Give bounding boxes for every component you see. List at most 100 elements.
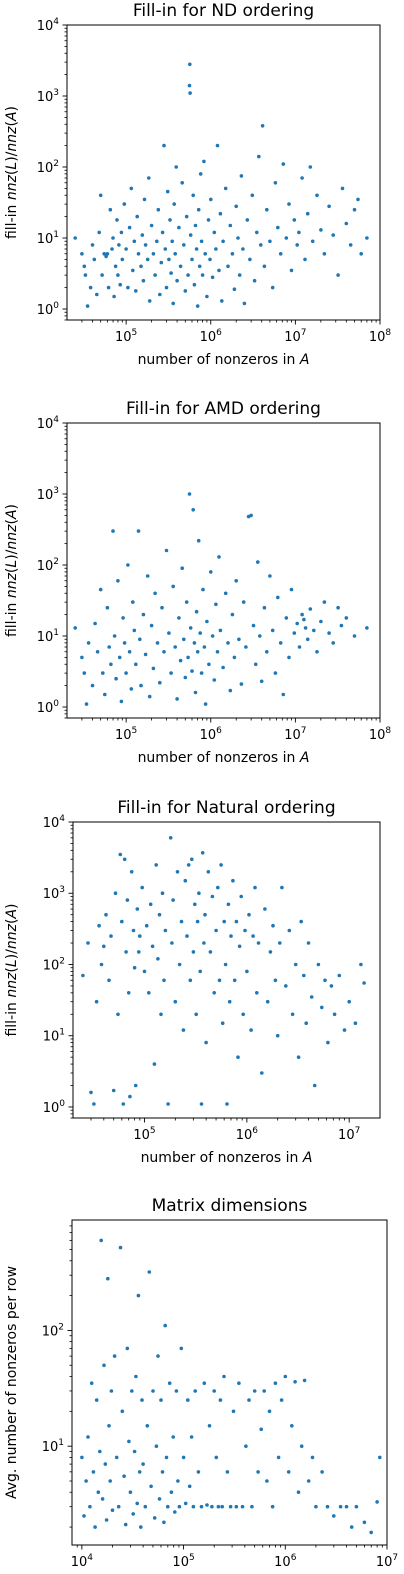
- data-point: [284, 236, 289, 240]
- data-point: [214, 928, 218, 933]
- data-point: [203, 252, 207, 256]
- data-point: [170, 941, 174, 945]
- data-point: [194, 1012, 198, 1017]
- data-point: [192, 641, 197, 645]
- data-point: [254, 991, 259, 995]
- data-point: [138, 934, 142, 938]
- x-tick-label: 108: [369, 328, 392, 345]
- data-point: [143, 243, 148, 247]
- x-axis-label: number of nonzeros in A: [138, 352, 310, 368]
- data-point: [221, 665, 225, 670]
- data-point: [172, 202, 176, 206]
- data-point: [203, 912, 207, 917]
- data-point: [169, 1490, 174, 1494]
- data-point: [145, 574, 150, 578]
- y-tick-label: 101: [37, 230, 59, 247]
- x-tick-label: 106: [200, 328, 223, 345]
- data-point: [369, 1530, 374, 1535]
- data-point: [220, 1504, 224, 1509]
- data-point: [141, 1462, 145, 1466]
- y-axis-label: fill-in nnz(L)/nnz(A): [4, 504, 20, 637]
- data-point: [223, 962, 228, 967]
- data-point: [319, 228, 323, 232]
- data-point: [253, 662, 258, 667]
- data-point: [289, 268, 294, 273]
- data-point: [245, 218, 250, 222]
- data-point: [118, 1245, 123, 1250]
- data-point: [208, 257, 212, 262]
- data-point: [129, 687, 134, 691]
- data-point: [234, 579, 238, 583]
- data-point: [362, 981, 366, 985]
- data-point: [122, 1474, 126, 1478]
- data-point: [120, 1409, 125, 1414]
- data-point: [141, 612, 146, 617]
- data-point: [162, 1520, 166, 1525]
- data-point: [319, 619, 323, 624]
- data-point: [175, 697, 179, 701]
- data-point: [222, 1374, 226, 1379]
- data-point: [365, 236, 369, 240]
- data-point: [196, 207, 201, 212]
- data-point: [109, 1389, 114, 1393]
- data-point: [262, 264, 267, 269]
- data-point: [190, 857, 194, 862]
- data-point: [322, 600, 327, 604]
- data-point: [176, 1479, 180, 1483]
- plot-frame: [71, 1219, 388, 1546]
- data-point: [271, 923, 275, 928]
- data-point: [165, 189, 170, 194]
- data-point: [300, 176, 304, 180]
- data-point: [337, 973, 342, 978]
- data-point: [208, 950, 213, 954]
- data-point: [265, 207, 269, 212]
- data-point: [116, 1012, 120, 1017]
- data-point: [98, 193, 103, 198]
- x-tick-label: 107: [338, 1126, 360, 1143]
- chart-title: Fill-in for ND ordering: [133, 1, 314, 21]
- data-point: [173, 999, 178, 1004]
- data-point: [217, 978, 222, 983]
- data-point: [109, 934, 113, 938]
- data-point: [113, 264, 118, 269]
- data-point: [247, 912, 251, 917]
- data-point: [232, 287, 237, 292]
- data-point: [256, 941, 261, 945]
- data-point: [273, 181, 278, 185]
- data-point: [120, 919, 124, 924]
- data-point: [98, 1449, 102, 1454]
- data-point: [239, 174, 244, 178]
- data-point: [202, 159, 206, 164]
- data-point: [131, 1512, 135, 1516]
- chart-title: Fill-in for Natural ordering: [117, 798, 335, 818]
- data-point: [164, 285, 169, 290]
- data-point: [273, 671, 278, 675]
- data-point: [241, 600, 246, 604]
- data-point: [241, 1012, 245, 1017]
- data-point: [110, 247, 114, 251]
- data-point: [152, 1062, 157, 1066]
- y-tick-label: 103: [37, 88, 59, 105]
- data-point: [218, 1398, 223, 1402]
- data-point: [304, 1021, 309, 1025]
- data-point: [121, 616, 125, 620]
- chart-title: Matrix dimensions: [152, 1196, 308, 1216]
- data-point: [255, 560, 260, 564]
- data-point: [149, 623, 154, 628]
- data-point: [278, 641, 283, 645]
- data-point: [226, 641, 230, 645]
- data-point: [217, 268, 221, 273]
- data-point: [289, 587, 294, 592]
- data-point: [329, 984, 334, 988]
- data-point: [315, 650, 319, 654]
- data-point: [92, 1102, 96, 1106]
- data-point: [295, 621, 300, 626]
- data-point: [181, 1455, 186, 1460]
- data-point: [188, 62, 192, 67]
- data-point: [106, 285, 111, 290]
- data-point: [177, 616, 181, 620]
- data-point: [94, 1398, 99, 1402]
- chart-panel-1: Fill-in for ND ordering: [62, 1, 381, 325]
- data-point: [359, 962, 363, 967]
- data-point: [202, 941, 206, 945]
